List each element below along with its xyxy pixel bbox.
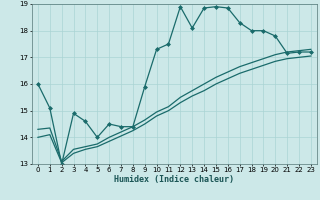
X-axis label: Humidex (Indice chaleur): Humidex (Indice chaleur)	[115, 175, 234, 184]
